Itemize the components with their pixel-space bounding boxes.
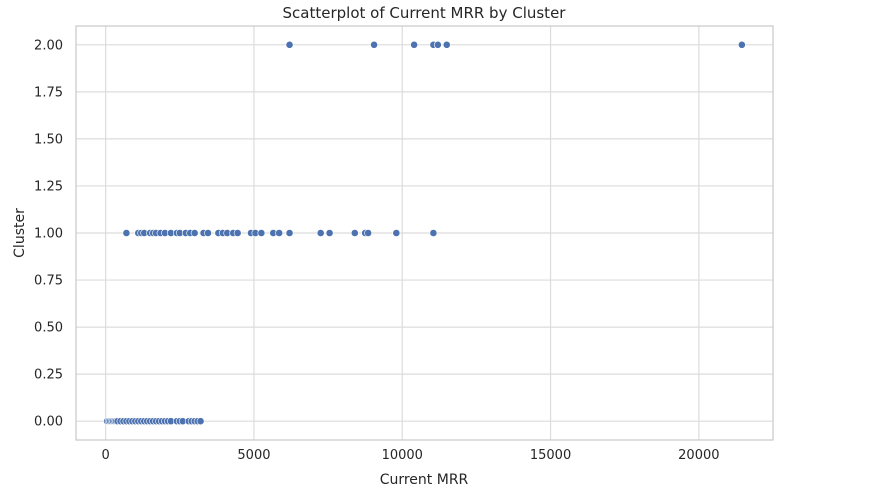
scatter-point — [737, 40, 746, 49]
scatter-point — [316, 229, 325, 237]
scatter-point — [350, 229, 359, 237]
y-tick-label: 0.25 — [34, 368, 63, 383]
y-axis-ticks: 0.00 0.25 0.50 0.75 1.00 1.25 1.50 1.75 2.00 — [34, 38, 63, 429]
x-tick-label: 5000 — [237, 448, 270, 463]
y-tick-label: 0.75 — [34, 274, 63, 289]
y-tick-label: 0.50 — [34, 321, 63, 336]
scatter-point — [204, 229, 212, 237]
scatter-point — [275, 229, 284, 237]
scatter-point — [392, 229, 401, 237]
scatter-point — [433, 40, 442, 49]
scatter-point — [196, 417, 205, 426]
x-axis-label: Current MRR — [380, 472, 469, 488]
y-tick-label: 0.00 — [34, 415, 63, 430]
scatter-point — [325, 229, 334, 237]
scatter-point — [364, 229, 373, 237]
scatter-point — [285, 229, 294, 237]
plot-frame — [75, 25, 774, 441]
scatter-point — [233, 229, 242, 237]
scatter-point — [370, 40, 378, 49]
x-tick-label: 0 — [102, 448, 110, 463]
scatter-point — [429, 229, 438, 237]
x-tick-label: 10000 — [382, 448, 423, 463]
scatter-point — [257, 229, 266, 237]
x-tick-label: 15000 — [530, 448, 571, 463]
points-layer — [103, 40, 746, 426]
scatter-point — [122, 229, 131, 237]
y-tick-label: 2.00 — [34, 38, 63, 53]
x-axis-ticks: 0 5000 10000 15000 20000 — [102, 448, 720, 463]
y-tick-label: 1.50 — [34, 132, 63, 147]
y-axis-label: Cluster — [12, 208, 28, 258]
scatter-point — [410, 40, 419, 49]
scatter-point — [285, 40, 294, 49]
y-tick-label: 1.00 — [34, 227, 63, 242]
y-tick-label: 1.25 — [34, 179, 63, 194]
chart-title: Scatterplot of Current MRR by Cluster — [283, 4, 567, 22]
x-tick-label: 20000 — [678, 448, 719, 463]
scatter-point — [442, 40, 451, 49]
scatter-point — [190, 229, 199, 237]
y-tick-label: 1.75 — [34, 85, 63, 100]
